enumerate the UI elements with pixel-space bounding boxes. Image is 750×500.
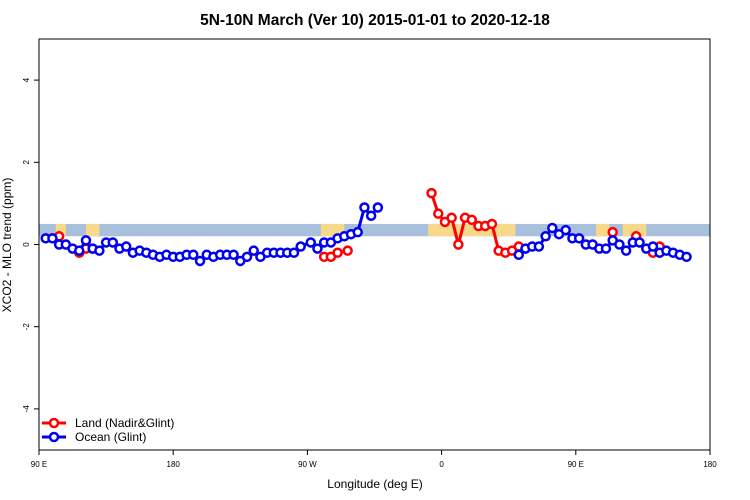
- data-point: [248, 245, 259, 256]
- land-segment: [428, 223, 516, 237]
- x-tick-label: 0: [439, 460, 444, 469]
- legend-item: Land (Nadir&Glint): [42, 416, 174, 430]
- land-segment: [55, 223, 66, 237]
- data-point: [634, 237, 645, 248]
- x-tick-label: 90 W: [298, 460, 317, 469]
- legend-swatch-marker: [48, 417, 60, 429]
- data-point: [107, 237, 119, 248]
- data-point: [228, 249, 239, 261]
- data-point: [312, 243, 323, 254]
- data-point: [359, 202, 370, 213]
- x-axis-label: Longitude (deg E): [327, 477, 422, 491]
- data-point: [352, 226, 363, 238]
- data-point: [513, 249, 525, 261]
- data-point: [614, 239, 625, 250]
- legend-label: Land (Nadir&Glint): [75, 416, 174, 430]
- data-point: [305, 237, 317, 248]
- y-tick-label: -4: [22, 405, 31, 413]
- series-1: [40, 202, 692, 267]
- y-tick-label: 2: [22, 160, 31, 165]
- data-point: [446, 212, 457, 224]
- data-point: [533, 241, 545, 252]
- data-point: [372, 202, 384, 213]
- legend-label: Ocean (Glint): [75, 430, 146, 444]
- data-point: [466, 214, 478, 226]
- data-point: [432, 208, 444, 219]
- x-tick-label: 180: [167, 460, 181, 469]
- x-tick-label: 90 E: [31, 460, 47, 469]
- data-point: [647, 241, 659, 252]
- y-axis: -4 -2 0 2 4: [22, 77, 39, 412]
- y-axis-label: XCO2 - MLO trend (ppm): [0, 178, 14, 313]
- data-point: [365, 210, 377, 221]
- land-segment: [85, 223, 100, 237]
- data-point: [453, 239, 464, 250]
- data-point: [547, 222, 558, 234]
- data-point: [288, 247, 300, 258]
- data-point: [188, 249, 199, 261]
- legend-item: Ocean (Glint): [42, 430, 146, 444]
- data-point: [120, 241, 132, 252]
- y-tick-label: 0: [22, 242, 31, 247]
- data-point: [80, 235, 92, 246]
- data-point: [540, 231, 551, 242]
- data-point: [600, 243, 612, 254]
- data-point: [74, 245, 85, 256]
- data-point: [620, 245, 632, 256]
- data-point: [560, 224, 571, 236]
- data-point: [47, 233, 58, 244]
- data-point: [426, 187, 437, 199]
- chart-title: 5N-10N March (Ver 10) 2015-01-01 to 2020…: [200, 12, 550, 29]
- data-point: [342, 245, 353, 256]
- data-point: [607, 226, 618, 238]
- data-point: [94, 245, 105, 256]
- data-point: [681, 251, 692, 263]
- legend-swatch-marker: [48, 431, 60, 443]
- land-segment: [595, 223, 610, 237]
- data-point: [295, 241, 306, 252]
- series-layer: [40, 187, 692, 267]
- data-point: [486, 218, 498, 230]
- y-tick-label: 4: [22, 77, 31, 82]
- x-tick-label: 90 E: [568, 460, 584, 469]
- data-point: [573, 233, 585, 244]
- x-tick-label: 180: [703, 460, 717, 469]
- data-point: [194, 255, 206, 267]
- data-point: [332, 247, 343, 258]
- data-point: [241, 251, 253, 263]
- x-axis: 90 E 180 90 W 0 90 E 180: [31, 450, 717, 469]
- legend: Land (Nadir&Glint)Ocean (Glint): [42, 416, 174, 444]
- y-tick-label: -2: [22, 323, 31, 331]
